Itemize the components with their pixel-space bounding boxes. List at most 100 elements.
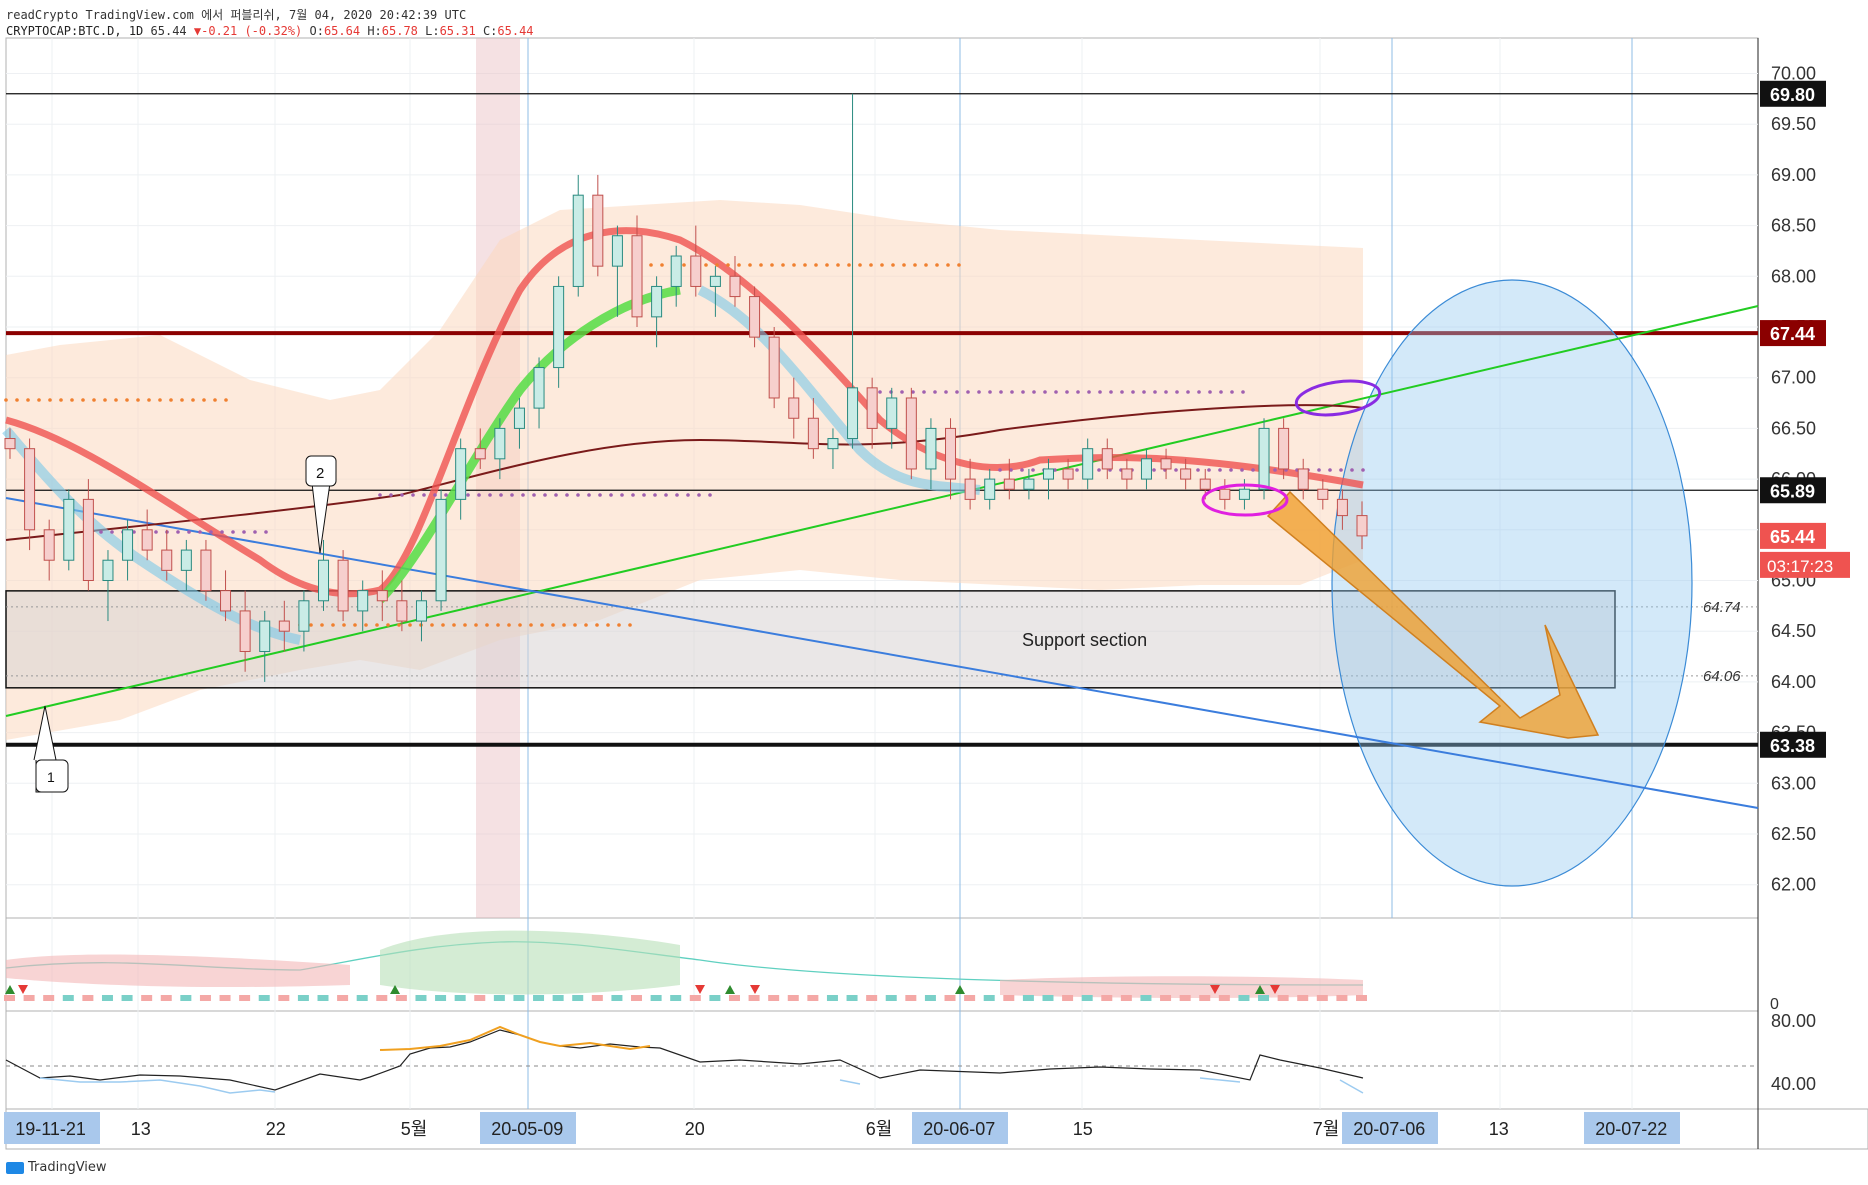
uptrend-line	[5, 305, 1759, 717]
dot-marker	[825, 263, 829, 267]
dot-marker	[697, 493, 701, 497]
candle-body	[1317, 488, 1329, 500]
candle-body	[415, 600, 427, 622]
candle-body	[259, 620, 271, 652]
time-axis-label: 13	[1489, 1119, 1509, 1139]
volume-bar	[650, 995, 662, 1001]
volume-bar	[239, 995, 251, 1001]
dotted-marker-row	[378, 493, 712, 497]
candle-body	[670, 255, 682, 287]
dot-marker	[933, 390, 937, 394]
dot-marker	[147, 398, 151, 402]
volume-bar	[846, 995, 858, 1001]
candle-body	[905, 397, 917, 470]
dot-marker	[1142, 390, 1146, 394]
dot-marker	[1010, 390, 1014, 394]
signal-down-icon	[1210, 985, 1220, 994]
dot-marker	[858, 263, 862, 267]
dot-marker	[474, 623, 478, 627]
volume-bar	[1022, 995, 1034, 1001]
volume-bar	[1042, 995, 1054, 1001]
dot-marker	[169, 398, 173, 402]
open-value: 65.64	[323, 24, 361, 38]
signal-down-icon	[750, 985, 760, 994]
candle-body	[337, 559, 349, 612]
dot-marker	[792, 263, 796, 267]
dot-marker	[664, 493, 668, 497]
candle-body	[1278, 427, 1290, 470]
dot-marker	[1175, 390, 1179, 394]
dot-marker	[1054, 390, 1058, 394]
candle-body	[729, 275, 741, 298]
dot-marker	[935, 263, 939, 267]
candle-body	[455, 448, 467, 500]
dot-marker	[242, 530, 246, 534]
volume-bar	[1179, 995, 1191, 1001]
volume-bar	[885, 995, 897, 1001]
volume-band-red	[1000, 976, 1363, 999]
volume-bar	[689, 995, 701, 1001]
volume-bar	[1101, 995, 1113, 1001]
dot-marker	[946, 263, 950, 267]
volume-bar	[1297, 995, 1309, 1001]
candle-body	[788, 397, 800, 419]
volume-bar	[356, 995, 368, 1001]
candle-body	[651, 285, 663, 318]
volume-bar	[866, 995, 878, 1001]
candle-body	[4, 438, 16, 450]
dot-marker	[1009, 468, 1013, 472]
oscillator-tick-label: 80.00	[1771, 1011, 1816, 1031]
candle-body	[847, 387, 859, 440]
close-label: C:	[482, 24, 498, 38]
candle-body	[102, 559, 114, 581]
volume-bar	[278, 995, 290, 1001]
dot-marker	[1328, 468, 1332, 472]
dot-marker	[617, 623, 621, 627]
dot-marker	[154, 530, 158, 534]
candle-body	[376, 590, 388, 602]
dot-marker	[878, 390, 882, 394]
dot-marker	[675, 493, 679, 497]
signal-down-icon	[695, 985, 705, 994]
dot-marker	[649, 263, 653, 267]
level-label: 64.06	[1703, 668, 1741, 685]
candle-body	[63, 498, 75, 561]
dot-marker	[452, 623, 456, 627]
dot-marker	[1065, 390, 1069, 394]
brand-label: TradingView	[28, 1160, 107, 1175]
dot-marker	[1361, 468, 1365, 472]
dot-marker	[551, 623, 555, 627]
ma-fast-blue-left	[2, 426, 301, 645]
signal-up-icon	[955, 985, 965, 994]
candle-body	[1199, 478, 1211, 490]
oscillator-overbought	[379, 1025, 651, 1051]
dot-marker	[543, 493, 547, 497]
dot-marker	[1186, 390, 1190, 394]
signal-up-icon	[5, 985, 15, 994]
time-label-box	[912, 1112, 1008, 1144]
ma-long	[5, 404, 1364, 541]
time-axis-label: 19-11-21	[15, 1119, 86, 1139]
dot-marker	[1164, 390, 1168, 394]
dot-marker	[1219, 390, 1223, 394]
callout-number: 1	[47, 769, 55, 785]
dot-marker	[628, 623, 632, 627]
dot-marker	[573, 623, 577, 627]
dot-marker	[704, 263, 708, 267]
price-chart[interactable]: Support section 64.74 64.06 1 2 70.00 69.50 69.…	[0, 0, 1868, 1160]
volume-bar	[533, 995, 545, 1001]
dot-marker	[176, 530, 180, 534]
dot-marker	[682, 263, 686, 267]
dot-marker	[411, 493, 415, 497]
dot-marker	[463, 623, 467, 627]
dot-marker	[889, 390, 893, 394]
candle-body	[24, 448, 36, 531]
time-label-box	[1342, 1112, 1438, 1144]
volume-bar	[611, 995, 623, 1001]
candle-body	[82, 498, 94, 582]
projection-arrow	[1266, 490, 1600, 739]
price-tick-label: 62.50	[1771, 824, 1816, 844]
dot-marker	[209, 530, 213, 534]
candle-body	[357, 590, 369, 612]
volume-bar	[395, 995, 407, 1001]
